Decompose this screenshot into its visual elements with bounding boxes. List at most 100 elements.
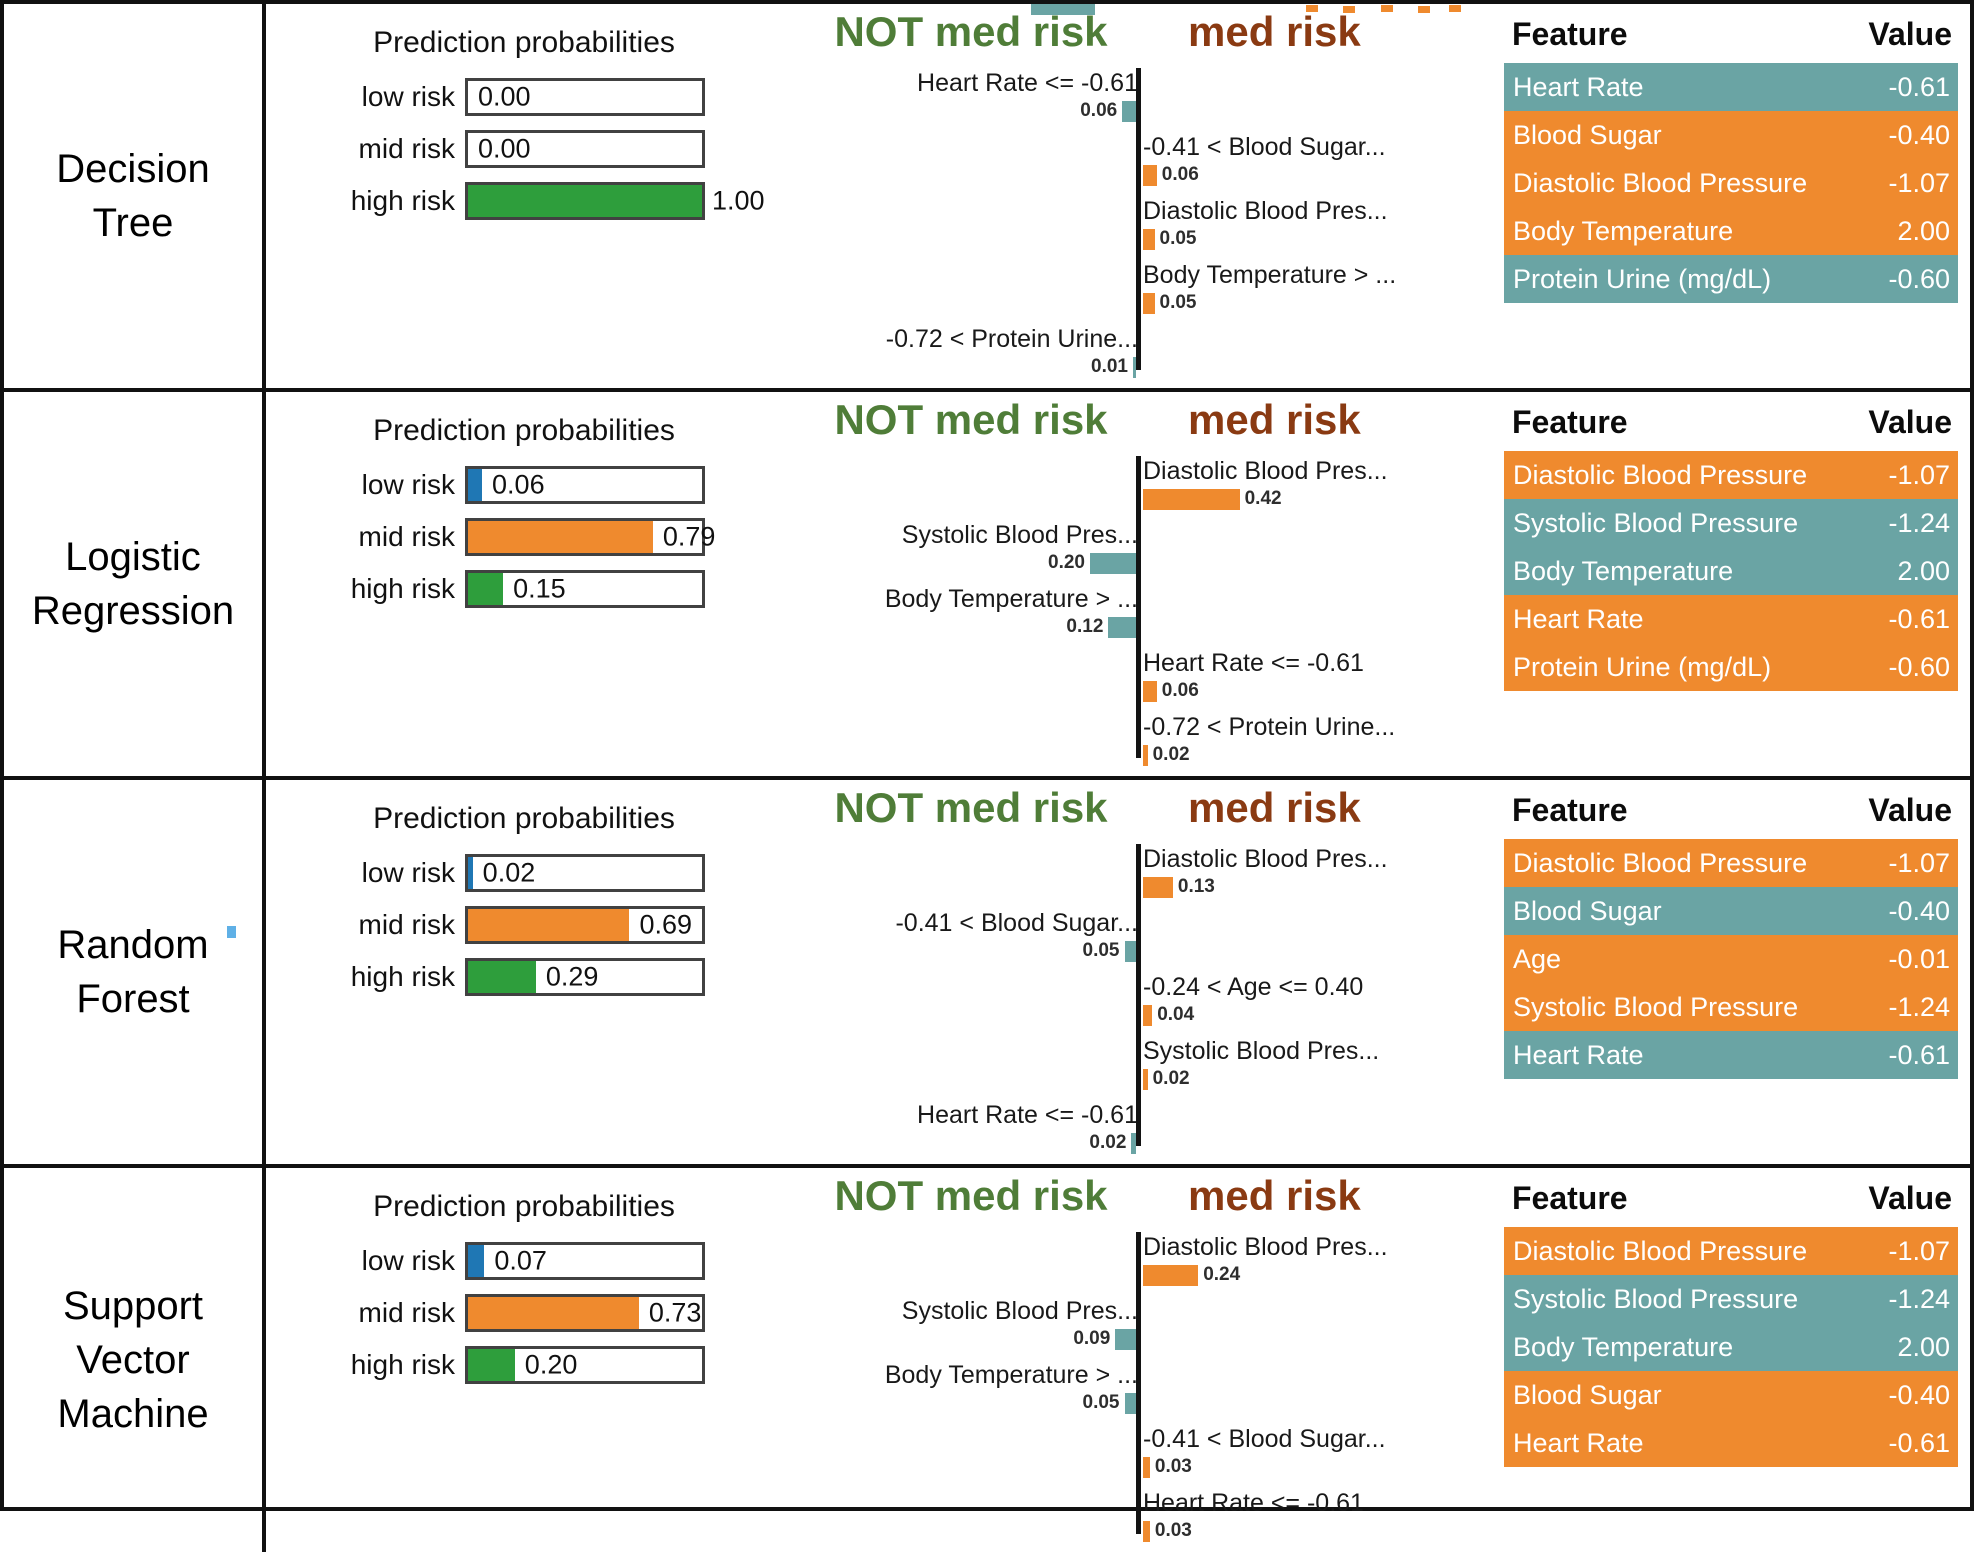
contribution-value: 0.24 <box>1203 1264 1241 1285</box>
feature-row: Diastolic Blood Pressure -1.07 <box>1504 159 1958 207</box>
contribution-label: Diastolic Blood Pres... <box>1143 457 1388 485</box>
feature-row: Blood Sugar -0.40 <box>1504 111 1958 159</box>
feature-row: Blood Sugar -0.40 <box>1504 887 1958 935</box>
contribution-barline: 0.03 <box>1143 1518 1500 1544</box>
med-risk-title: med risk <box>1188 784 1361 831</box>
contribution-bar <box>1143 876 1173 898</box>
contribution-label: Systolic Blood Pres... <box>1143 1037 1380 1065</box>
probability-value: 1.00 <box>712 185 765 216</box>
contribution-barline: 0.02 <box>1143 742 1500 768</box>
model-name-line: Machine <box>57 1392 209 1436</box>
probability-row: low risk 0.07 <box>280 1242 806 1280</box>
feature-name: Body Temperature <box>1513 215 1734 246</box>
probability-label: high risk <box>350 185 455 216</box>
model-name: Decision Tree <box>56 142 209 250</box>
feature-name: Blood Sugar <box>1513 119 1662 150</box>
contribution-label: Heart Rate <= -0.61 <box>917 1101 1138 1129</box>
contribution-item: Body Temperature > ... 0.12 <box>806 584 1138 640</box>
not-med-risk-title: NOT med risk <box>834 8 1108 55</box>
contribution-barline: 0.42 <box>1143 486 1500 512</box>
contribution-barline: 0.05 <box>806 938 1136 964</box>
value-col-header: Value <box>1868 1180 1952 1216</box>
model-name-line: Support <box>62 1284 204 1328</box>
figure-rows: Decision Tree Prediction probabilities lo… <box>4 4 1970 1552</box>
lime-chart: Heart Rate <= -0.61 0.06 -0.41 < Blood S… <box>806 68 1500 380</box>
probability-bar: 0.02 <box>465 854 705 892</box>
feature-row: Diastolic Blood Pressure -1.07 <box>1504 839 1958 887</box>
contribution-item: Diastolic Blood Pres... 0.24 <box>1143 1232 1500 1288</box>
probability-bar: 0.79 <box>465 518 715 556</box>
contribution-value: 0.04 <box>1157 1004 1195 1025</box>
contribution-label: Diastolic Blood Pres... <box>1143 845 1388 873</box>
feature-value: -1.07 <box>1888 1235 1950 1266</box>
prob-rows: low risk 0.06 mid risk 0.79 high risk 0.… <box>280 466 806 608</box>
feature-name: Diastolic Blood Pressure <box>1513 1235 1808 1266</box>
feature-col-header: Feature <box>1512 16 1628 52</box>
contribution-bar <box>1143 164 1157 186</box>
contribution-bar <box>1143 680 1157 702</box>
contribution-bar <box>1143 292 1155 314</box>
feature-row: Diastolic Blood Pressure -1.07 <box>1504 1227 1958 1275</box>
lime-class-titles: NOT med risk med risk <box>806 1172 1500 1230</box>
lime-items: Diastolic Blood Pres... 0.42 Systolic Bl… <box>806 456 1500 768</box>
probability-row: mid risk 0.73 <box>280 1294 806 1332</box>
feature-rows: Heart Rate -0.61 Blood Sugar -0.40 Diast… <box>1504 63 1958 303</box>
feature-row: Diastolic Blood Pressure -1.07 <box>1504 451 1958 499</box>
contribution-item: Body Temperature > ... 0.05 <box>1143 260 1500 316</box>
feature-row: Heart Rate -0.61 <box>1504 595 1958 643</box>
model-name: Random Forest <box>57 918 208 1026</box>
model-name-line: Forest <box>76 977 190 1021</box>
lime-class-titles: NOT med risk med risk <box>806 8 1500 66</box>
probability-bar-fill <box>468 857 473 889</box>
probability-row: high risk 0.20 <box>280 1346 806 1384</box>
model-row: Logistic Regression Prediction probabilit… <box>4 388 1970 776</box>
contribution-label: Body Temperature > ... <box>884 1361 1138 1389</box>
feature-value: -1.07 <box>1888 847 1950 878</box>
contribution-value: 0.02 <box>1152 1068 1190 1089</box>
probability-value: 0.69 <box>639 909 693 940</box>
feature-value-table: Feature Value Heart Rate -0.61 Blood Sug… <box>1500 4 1970 388</box>
feature-table-header: Feature Value <box>1504 1178 1958 1227</box>
probability-row: mid risk 0.00 <box>280 130 806 168</box>
feature-row: Body Temperature 2.00 <box>1504 1323 1958 1371</box>
prob-rows: low risk 0.00 mid risk 0.00 high risk 1.… <box>280 78 806 220</box>
feature-row: Heart Rate -0.61 <box>1504 63 1958 111</box>
contribution-value: 0.05 <box>1082 1392 1120 1413</box>
feature-name: Heart Rate <box>1513 71 1644 102</box>
contribution-value: 0.05 <box>1159 228 1197 249</box>
model-name-line: Tree <box>92 201 174 245</box>
contribution-label: -0.72 < Protein Urine... <box>1143 713 1396 741</box>
contribution-item: Body Temperature > ... 0.05 <box>806 1360 1138 1416</box>
feature-value: -0.61 <box>1888 1039 1950 1070</box>
feature-name: Systolic Blood Pressure <box>1513 1283 1799 1314</box>
feature-value: -0.61 <box>1888 1427 1950 1458</box>
contribution-value: 0.05 <box>1159 292 1197 313</box>
value-col-header: Value <box>1868 404 1952 440</box>
feature-rows: Diastolic Blood Pressure -1.07 Systolic … <box>1504 1227 1958 1467</box>
lime-class-titles: NOT med risk med risk <box>806 396 1500 454</box>
prediction-probabilities-title: Prediction probabilities <box>373 802 675 835</box>
model-row: Support Vector Machine Prediction probabil… <box>4 1164 1970 1552</box>
feature-value-table: Feature Value Diastolic Blood Pressure -… <box>1500 780 1970 1164</box>
contribution-item: -0.72 < Protein Urine... 0.02 <box>1143 712 1500 768</box>
contribution-bar <box>1143 228 1155 250</box>
probability-label: high risk <box>350 1349 455 1380</box>
probability-label: mid risk <box>358 133 455 164</box>
feature-name: Age <box>1513 943 1562 974</box>
row-content: Prediction probabilities low risk 0.07 m… <box>266 1168 1970 1552</box>
row-content: Prediction probabilities low risk 0.02 m… <box>266 780 1970 1164</box>
feature-value: -0.60 <box>1888 263 1950 294</box>
contribution-barline: 0.05 <box>806 1390 1136 1416</box>
contribution-label: Systolic Blood Pres... <box>901 1297 1138 1325</box>
contribution-barline: 0.06 <box>1143 162 1500 188</box>
feature-col-header: Feature <box>1512 792 1628 828</box>
prob-rows: low risk 0.02 mid risk 0.69 high risk 0.… <box>280 854 806 996</box>
probability-value: 0.20 <box>524 1349 578 1380</box>
feature-rows: Diastolic Blood Pressure -1.07 Systolic … <box>1504 451 1958 691</box>
prediction-probabilities-panel: Prediction probabilities low risk 0.07 m… <box>266 1168 806 1552</box>
probability-bar-fill <box>468 1245 485 1277</box>
feature-row: Protein Urine (mg/dL) -0.60 <box>1504 255 1958 303</box>
probability-bar: 0.29 <box>465 958 705 996</box>
model-name-cell: Logistic Regression <box>4 392 266 776</box>
contribution-bar <box>1143 1004 1153 1026</box>
